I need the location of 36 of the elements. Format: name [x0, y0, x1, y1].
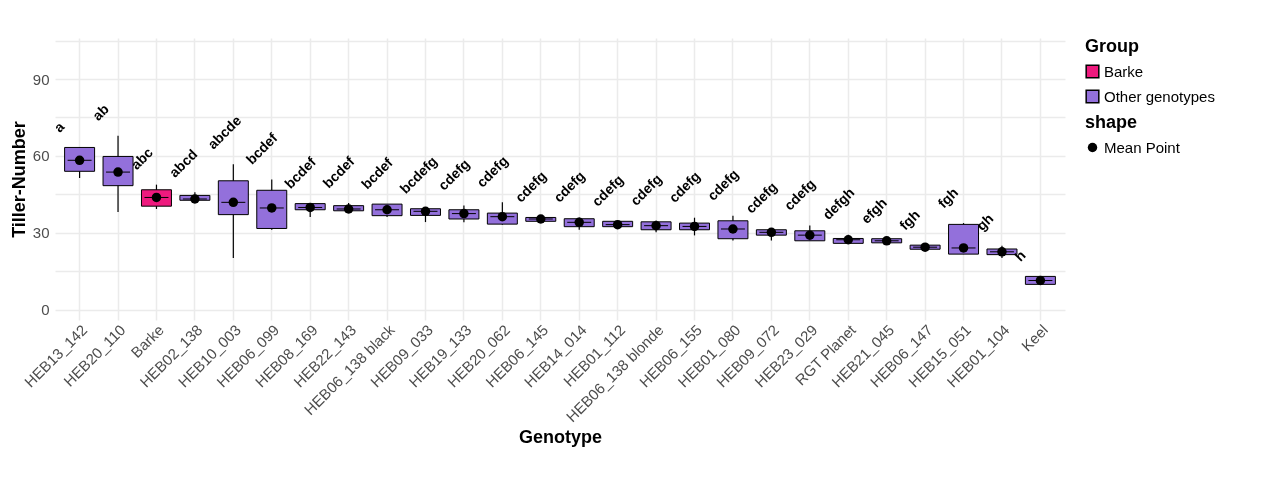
point — [651, 220, 661, 231]
text: shape — [1085, 112, 1138, 132]
annotation: abc — [127, 144, 156, 173]
point — [689, 221, 700, 232]
annotation: h — [1011, 247, 1029, 265]
annotation: fgh — [934, 184, 962, 212]
point — [305, 202, 315, 213]
annotation: fgh — [896, 206, 923, 234]
point — [843, 235, 853, 245]
point — [343, 204, 354, 214]
legend-label: Barke — [1104, 62, 1144, 80]
y-tick-label: 0 — [41, 301, 50, 319]
y-axis-title: Tiller-Number — [8, 121, 29, 238]
point — [766, 227, 777, 238]
point — [997, 247, 1007, 257]
legend-title: Group — [1085, 36, 1139, 56]
point — [612, 219, 623, 230]
point — [420, 206, 431, 217]
annotation: a — [50, 118, 68, 136]
legend-label: Mean Point — [1104, 138, 1181, 156]
point — [574, 217, 584, 228]
legend-label: Other genotypes — [1104, 87, 1215, 105]
point — [1035, 275, 1046, 286]
x-axis-title: Genotype — [518, 427, 603, 448]
point — [920, 242, 930, 252]
annotation: ab — [89, 100, 112, 124]
point — [536, 214, 546, 224]
y-tick-label: 60 — [32, 147, 50, 165]
annotation: gh — [972, 210, 997, 234]
point — [881, 236, 892, 246]
y-tick-label: 90 — [32, 70, 50, 88]
y-tick-label: 30 — [32, 224, 50, 242]
point — [190, 194, 200, 204]
annotation: efgh — [857, 194, 890, 227]
point — [958, 243, 969, 253]
point — [459, 208, 469, 219]
